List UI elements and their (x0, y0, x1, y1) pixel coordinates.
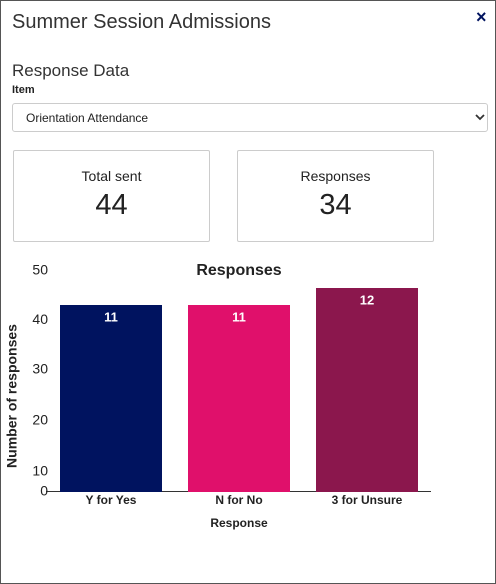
y-axis-label: Number of responses (4, 324, 20, 468)
close-button[interactable]: × (476, 7, 487, 27)
bar (188, 305, 290, 492)
y-tick-label: 30 (32, 360, 48, 376)
stat-label: Total sent (81, 168, 142, 184)
stat-value: 44 (95, 189, 128, 221)
y-tick-label: 10 (32, 462, 48, 478)
y-tick-label: 20 (32, 411, 48, 427)
y-tick-label: 0 (40, 483, 48, 499)
select-chevron (475, 114, 485, 121)
field-label: Item (12, 84, 35, 96)
data-label: 12 (360, 292, 374, 307)
x-tick-label: 3 for Unsure (332, 493, 403, 507)
modal-title: Summer Session Admissions (12, 11, 271, 33)
item-select[interactable]: Orientation Attendance (12, 103, 488, 132)
section-title: Response Data (12, 61, 130, 80)
x-axis-label: Response (210, 516, 268, 530)
stat-label: Responses (300, 168, 371, 184)
y-tick-label: 50 (32, 262, 48, 278)
bar (316, 288, 418, 492)
x-tick-label: Y for Yes (86, 493, 137, 507)
x-tick-label: N for No (215, 493, 262, 507)
data-label: 11 (104, 309, 118, 324)
stat-card: Responses 34 (237, 150, 434, 242)
select-value: Orientation Attendance (26, 111, 149, 125)
stat-card: Total sent 44 (13, 150, 210, 242)
data-label: 11 (232, 309, 246, 324)
bar (60, 305, 162, 492)
stat-value: 34 (319, 189, 352, 221)
y-tick-label: 40 (32, 311, 48, 327)
chart-title: Responses (196, 262, 281, 279)
